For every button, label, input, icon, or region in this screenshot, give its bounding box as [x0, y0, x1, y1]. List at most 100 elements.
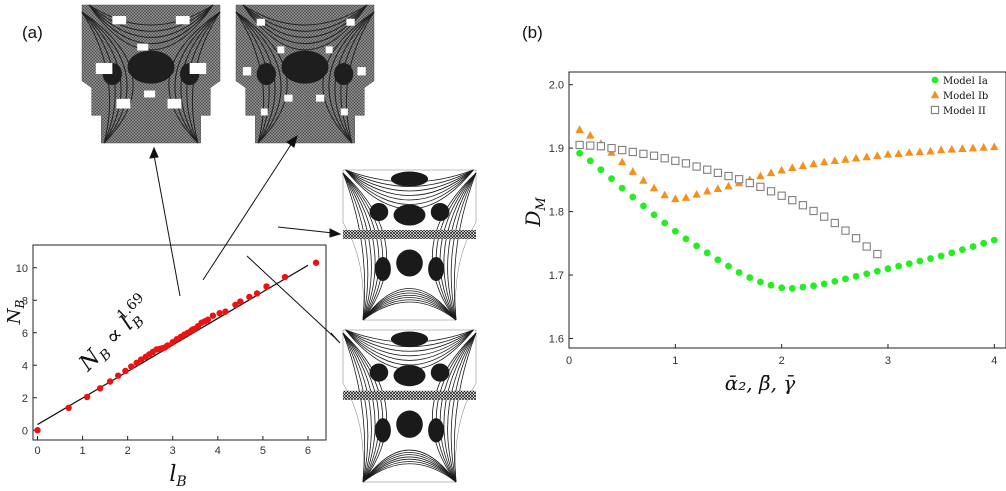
data-point	[756, 278, 764, 286]
fractal-dimension-plot-xlabel: ᾱ₂, β̄, γ̄	[725, 371, 796, 395]
legend-marker	[930, 105, 940, 115]
data-point	[703, 249, 711, 257]
data-point	[841, 155, 850, 163]
fractal-core	[374, 257, 391, 281]
fractal-arc	[328, 11, 375, 144]
data-point	[799, 283, 807, 291]
fractal-arc	[81, 11, 128, 144]
data-point	[725, 262, 732, 270]
legend-marker	[930, 90, 940, 99]
fractal-inset-1	[81, 4, 221, 144]
fractal-arc	[342, 332, 376, 483]
fractal-arc	[447, 172, 477, 321]
fractal-inset-3	[342, 169, 477, 321]
scaling-point	[216, 310, 223, 317]
fractal-arc	[362, 301, 457, 321]
data-point	[586, 130, 595, 139]
y-tick-label-b: 1.6	[549, 333, 564, 345]
scaling-point	[246, 293, 253, 301]
fractal-hole	[95, 62, 113, 74]
data-point	[628, 167, 637, 175]
fractal-arc	[88, 4, 214, 51]
x-tick-label-a: 1	[80, 445, 86, 457]
scaling-plot-xlabel: lB	[169, 462, 186, 490]
data-point	[756, 171, 765, 180]
x-tick-label-b: 3	[885, 355, 891, 367]
data-point	[692, 162, 701, 171]
fractal-arc	[362, 290, 457, 321]
scaling-plot-ylabel-sub: B	[13, 300, 27, 310]
data-point	[852, 272, 860, 280]
data-point	[863, 270, 871, 278]
y-tick-label-a: 6	[22, 328, 28, 340]
data-point	[629, 193, 637, 201]
fractal-core	[374, 418, 391, 443]
data-point	[618, 184, 626, 192]
data-point	[798, 161, 808, 170]
fractal-arc	[439, 332, 477, 483]
fractal-arc	[342, 332, 369, 483]
fractal-arc	[342, 332, 388, 483]
fractal-hole	[137, 43, 149, 51]
data-point	[990, 142, 999, 151]
x-tick-label-a: 0	[34, 445, 40, 457]
y-tick-label-a: 0	[22, 425, 28, 437]
data-point	[746, 274, 754, 281]
data-point	[745, 178, 754, 188]
fractal-arc	[450, 332, 477, 483]
data-point	[778, 284, 786, 292]
fractal-band	[343, 230, 476, 239]
fractal-dimension-plot-ylabel: DM	[521, 197, 549, 228]
x-tick-label-b: 4	[991, 355, 997, 367]
fractal-arc	[431, 332, 477, 483]
data-point	[660, 190, 669, 199]
fractal-arc	[362, 288, 457, 321]
data-point	[714, 256, 722, 264]
legend-label: Model Ia	[943, 76, 988, 87]
fractal-core	[127, 50, 175, 84]
scaling-point	[312, 259, 320, 266]
data-point	[884, 265, 892, 273]
data-point	[980, 239, 988, 247]
y-tick-label-b: 1.8	[549, 207, 564, 219]
data-point	[959, 246, 966, 254]
data-point	[660, 154, 669, 163]
scaling-point	[222, 308, 229, 315]
fractal-arc	[345, 329, 474, 352]
fractal-inset-4	[342, 329, 477, 483]
fractal-arcs	[342, 169, 477, 321]
data-point	[873, 267, 881, 275]
fractal-hole	[357, 67, 366, 76]
data-point	[937, 252, 945, 260]
scaling-plot-ylabel: NB	[4, 300, 27, 326]
data-point	[905, 260, 913, 268]
inset-arrows	[149, 134, 342, 344]
series-model-ib	[575, 125, 999, 203]
fractal-arcs	[342, 329, 477, 483]
fractal-arc	[342, 172, 380, 321]
scaling-point	[114, 372, 122, 379]
fractal-core	[428, 418, 445, 443]
scaling-point	[281, 273, 289, 281]
fractal-arc	[88, 4, 214, 26]
data-point	[628, 147, 637, 157]
scaling-point	[253, 290, 261, 297]
fractal-arc	[362, 292, 457, 321]
fractal-arc	[345, 169, 474, 205]
fractal-arc	[362, 456, 457, 483]
scaling-point	[128, 363, 135, 370]
data-point	[788, 163, 797, 172]
fractal-dimension-plot-frame	[568, 71, 1006, 349]
scaling-point	[164, 342, 171, 349]
arrow-to-inset-2	[202, 142, 293, 281]
fractal-arc	[342, 332, 384, 483]
fractal-hole	[277, 46, 285, 54]
fractal-hole	[144, 90, 156, 98]
fractal-hole	[260, 108, 268, 116]
data-point	[873, 249, 882, 259]
fractal-core	[333, 62, 354, 86]
fractal-arc	[174, 11, 221, 144]
scaling-point	[122, 367, 129, 375]
panel-label-a: (a)	[22, 23, 43, 42]
